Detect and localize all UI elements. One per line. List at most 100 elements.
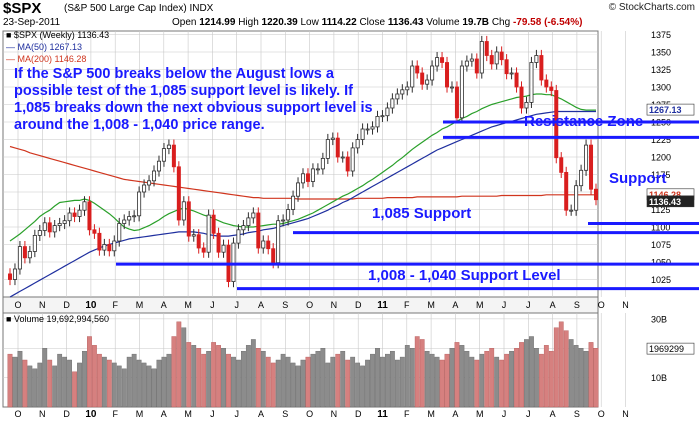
candle-body bbox=[325, 139, 330, 159]
volume-bar bbox=[375, 348, 380, 408]
volume-bar bbox=[479, 353, 485, 408]
analysis-annotation: If the S&P 500 breaks below the August l… bbox=[14, 66, 373, 133]
candle-body bbox=[156, 160, 161, 172]
candle-body bbox=[524, 102, 529, 109]
candle-body bbox=[176, 166, 181, 221]
volume-bar bbox=[67, 359, 72, 408]
volume-bar bbox=[226, 353, 231, 408]
volume-bar bbox=[241, 350, 246, 408]
volume-bar bbox=[37, 362, 43, 408]
volume-bar bbox=[474, 359, 480, 408]
candle-body bbox=[554, 90, 559, 159]
candle-body bbox=[87, 201, 92, 231]
volume-bar bbox=[543, 345, 549, 408]
volume-bar bbox=[171, 336, 177, 408]
volume-bar bbox=[399, 356, 405, 408]
volume-bar bbox=[330, 356, 336, 408]
volume-last-tag: 1969299 bbox=[649, 344, 684, 354]
volume-value: 19.7B bbox=[462, 17, 490, 28]
x-tick-label-volume: A bbox=[161, 409, 167, 419]
volume-bar bbox=[534, 348, 539, 408]
volume-bar bbox=[285, 356, 291, 408]
ma50-price-tag: 1267.13 bbox=[649, 105, 682, 115]
candle-body bbox=[589, 144, 594, 190]
volume-bar bbox=[489, 348, 495, 408]
candle-body bbox=[37, 230, 42, 236]
volume-bar bbox=[176, 321, 182, 408]
candle-body bbox=[286, 209, 291, 221]
volume-bar bbox=[151, 368, 157, 408]
volume-bar bbox=[186, 342, 192, 408]
candle-body bbox=[211, 214, 216, 234]
volume-bar bbox=[206, 350, 212, 408]
volume-bar bbox=[270, 362, 276, 408]
candle-body bbox=[445, 62, 450, 88]
x-tick-label-volume: A bbox=[452, 409, 458, 419]
last-price-tag-bg bbox=[646, 195, 695, 208]
candle-body bbox=[544, 79, 549, 88]
candle-body bbox=[519, 86, 524, 109]
x-tick-label: M bbox=[427, 300, 435, 310]
volume-bar bbox=[101, 356, 107, 408]
volume-bar bbox=[419, 339, 425, 408]
candle-body bbox=[166, 144, 171, 150]
volume-bar bbox=[524, 339, 529, 408]
volume-bar bbox=[583, 350, 589, 408]
volume-bar bbox=[439, 359, 445, 408]
volume-bar bbox=[166, 353, 172, 408]
candle-body bbox=[132, 215, 137, 218]
volume-bar bbox=[345, 359, 351, 408]
volume-bar bbox=[146, 365, 152, 408]
volume-bar bbox=[409, 348, 415, 408]
volume-bar bbox=[201, 353, 207, 408]
volume-bar bbox=[385, 353, 390, 408]
candle-body bbox=[549, 86, 554, 91]
volume-bar bbox=[250, 339, 256, 408]
candle-body bbox=[529, 62, 534, 103]
close-label: Close bbox=[359, 17, 386, 28]
volume-bar bbox=[57, 353, 63, 408]
candle-body bbox=[390, 98, 395, 109]
candle-body bbox=[171, 144, 176, 168]
candle-body bbox=[127, 216, 132, 221]
support-1085-label: 1,085 Support bbox=[372, 205, 472, 222]
symbol-description: (S&P 500 Large Cap Index) INDX bbox=[64, 3, 213, 14]
volume-bar bbox=[136, 359, 142, 408]
x-tick-label-volume: F bbox=[112, 409, 118, 419]
volume-bar bbox=[553, 327, 559, 408]
x-tick-label-volume: O bbox=[14, 409, 21, 419]
candle-body bbox=[12, 268, 17, 280]
support-1008-label: 1,008 - 1,040 Support Level bbox=[368, 267, 561, 284]
volume-bar bbox=[126, 356, 132, 408]
candle-body bbox=[241, 225, 246, 231]
candle-body bbox=[107, 244, 112, 252]
volume-bar bbox=[161, 356, 167, 408]
y-tick-label: 1025 bbox=[651, 275, 671, 285]
candle-body bbox=[67, 212, 72, 222]
candle-body bbox=[7, 273, 12, 280]
candle-body bbox=[539, 55, 544, 81]
volume-bar bbox=[459, 345, 465, 408]
volume-legend: ■ Volume 19,692,994,560 bbox=[6, 314, 109, 324]
volume-bar bbox=[121, 368, 127, 408]
x-tick-label-volume: N bbox=[622, 409, 629, 419]
candle-body bbox=[47, 222, 52, 233]
candle-body bbox=[97, 232, 102, 251]
volume-bar bbox=[335, 353, 341, 408]
volume-bar bbox=[255, 348, 261, 408]
volume-bar bbox=[360, 365, 365, 408]
candle-body bbox=[345, 156, 350, 172]
resistance-zone-label: Resistance Zone bbox=[524, 113, 644, 130]
volume-bar bbox=[563, 330, 569, 408]
x-axis-strip bbox=[2, 296, 599, 314]
ma200-line bbox=[9, 145, 596, 200]
x-tick-label-volume: 11 bbox=[377, 409, 388, 420]
x-tick-label: D bbox=[355, 300, 362, 310]
volume-bar bbox=[350, 356, 356, 408]
x-tick-label: J bbox=[502, 300, 507, 310]
x-tick-label: F bbox=[112, 300, 118, 310]
x-tick-label: N bbox=[39, 300, 46, 310]
candle-body bbox=[474, 58, 479, 74]
description-text: (S&P 500 Large Cap Index) bbox=[64, 3, 187, 14]
x-tick-label-volume: J bbox=[234, 409, 239, 419]
